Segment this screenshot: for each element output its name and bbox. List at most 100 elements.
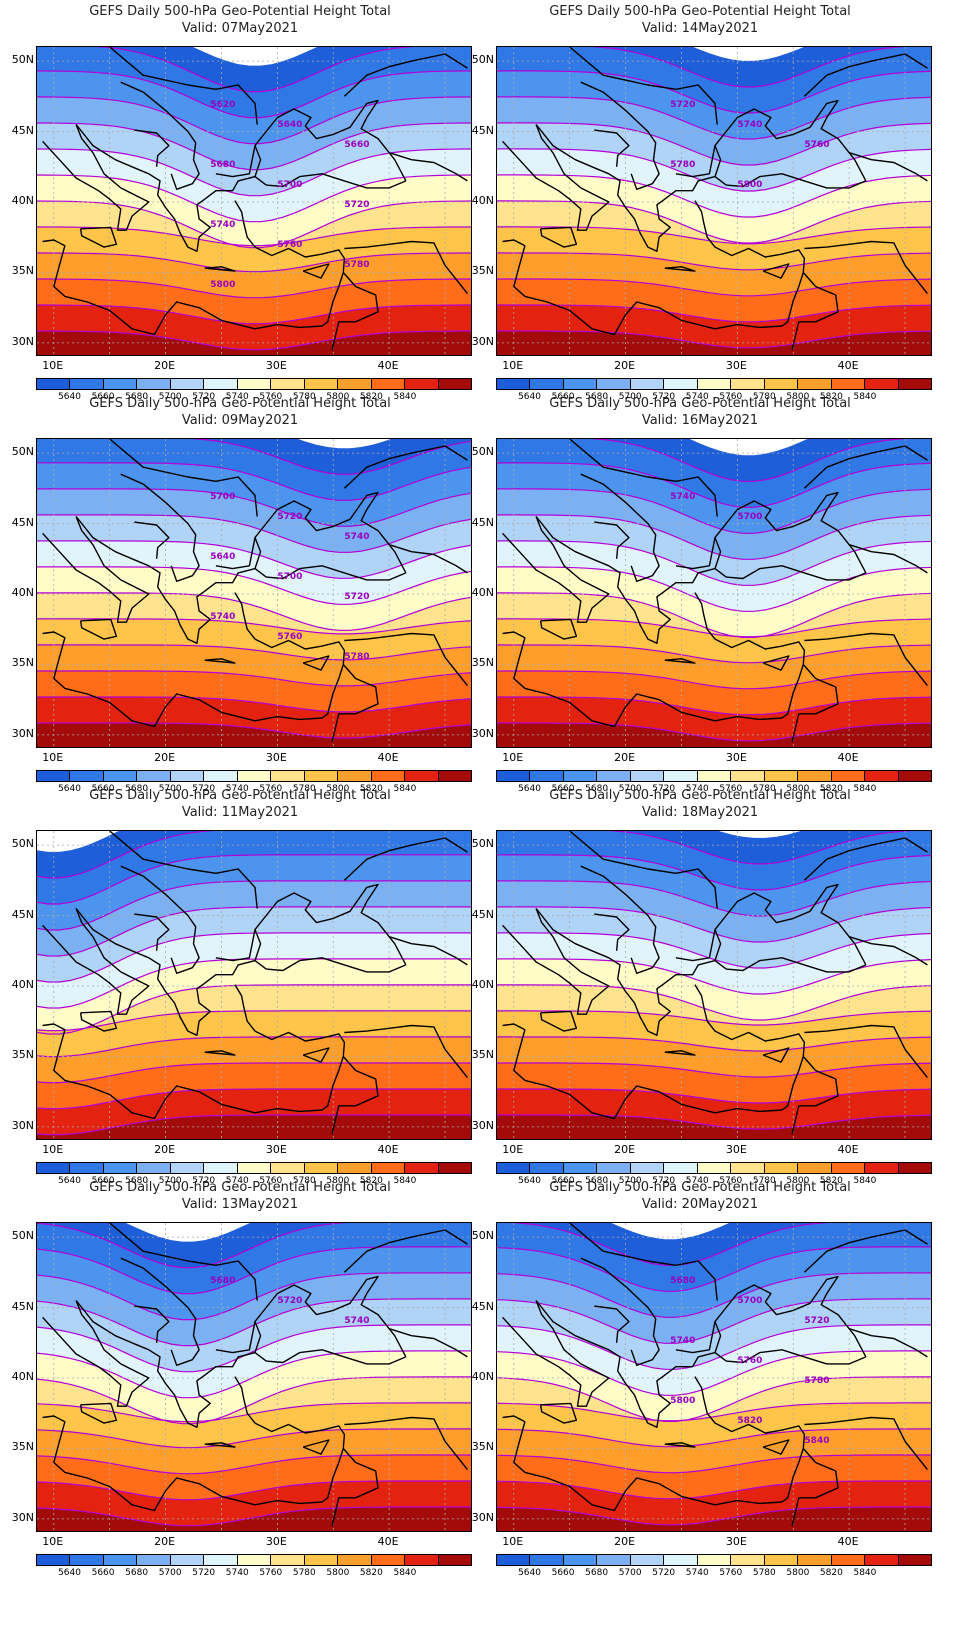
coastline: [569, 831, 718, 909]
coastline: [804, 1024, 928, 1079]
latitude-label: 45N: [11, 1299, 34, 1313]
panel-valid-date: Valid: 20May2021: [641, 1197, 759, 1212]
longitude-label: 30E: [725, 1535, 747, 1548]
height-contour-line: [37, 70, 471, 119]
height-contour-line: [37, 1428, 471, 1449]
colorbar-level-label: 5820: [359, 1176, 383, 1186]
colorbar-level-label: 5680: [585, 784, 609, 794]
map-panel: GEFS Daily 500-hPa Geo-Potential Height …: [460, 1176, 940, 1586]
panel-valid-date: Valid: 11May2021: [181, 805, 299, 820]
coastline: [848, 1328, 928, 1358]
colorbar-level-label: 5760: [259, 1568, 283, 1578]
longitude-label: 10E: [502, 751, 524, 764]
colorbar-swatch: [563, 1555, 598, 1565]
coastline: [254, 883, 407, 966]
colorbar-level-label: 5760: [719, 392, 743, 402]
height-contour-line: [37, 1272, 471, 1321]
contour-label: 5720: [344, 200, 369, 210]
longitude-label: 20E: [154, 1535, 176, 1548]
height-contour-line: [37, 278, 471, 299]
coastline: [803, 53, 928, 97]
colorbar-swatch: [304, 1163, 339, 1173]
colorbar-level-label: 5660: [91, 1176, 115, 1186]
colorbar-level-label: 5680: [585, 1568, 609, 1578]
height-contour-line: [589, 439, 908, 482]
height-field-map: 5680 5720 5740: [36, 1222, 472, 1532]
height-contour-line: [497, 200, 931, 244]
contour-label: 5620: [210, 100, 235, 110]
coastline: [675, 145, 716, 178]
height-contour-line: [497, 540, 931, 586]
coastline: [42, 124, 150, 231]
latitude-label: 40N: [11, 978, 34, 991]
height-band: [37, 723, 471, 747]
coastline: [762, 1439, 790, 1455]
coastline: [714, 99, 867, 182]
coastline: [204, 1442, 236, 1448]
coastline: [343, 1229, 468, 1273]
colorbar-level-label: 5840: [853, 1176, 877, 1186]
latitude-label: 45N: [471, 1299, 494, 1313]
colorbar-level-label: 5720: [192, 392, 216, 402]
height-contour-line: [37, 984, 471, 1035]
colorbar-level-label: 5740: [685, 784, 709, 794]
coastline: [109, 439, 258, 517]
height-contour-line: [37, 1114, 471, 1136]
colorbar-swatch: [170, 771, 205, 781]
colorbar-swatch: [831, 771, 866, 781]
colorbar-level-label: 5680: [125, 784, 149, 794]
longitude-label: 20E: [154, 1143, 176, 1156]
colorbar-swatch: [237, 379, 272, 389]
colorbar-swatch: [304, 379, 339, 389]
height-contour-line: [37, 696, 471, 713]
coastline: [331, 1448, 379, 1527]
latitude-label: 40N: [471, 194, 494, 207]
coastline: [762, 263, 790, 279]
coastline: [254, 1275, 407, 1358]
coastline: [535, 124, 727, 253]
height-contour-line: [37, 1350, 471, 1399]
longitude-label: 40E: [377, 359, 399, 372]
colorbar-swatch: [630, 379, 665, 389]
coastline: [42, 239, 323, 336]
colorbar-swatch: [70, 1163, 104, 1173]
coastline: [762, 655, 790, 671]
coastline: [204, 266, 236, 272]
height-contour-line: [37, 1036, 471, 1058]
colorbar-swatch: [204, 1163, 238, 1173]
height-contour-line: [497, 722, 931, 742]
longitude-label: 40E: [377, 751, 399, 764]
height-contour-line: [497, 278, 931, 297]
longitude-label: 30E: [265, 1143, 287, 1156]
colorbar-swatch: [103, 1163, 138, 1173]
height-contour-line: [497, 696, 931, 716]
coastline: [215, 145, 256, 178]
colorbar-swatch: [371, 771, 406, 781]
colorbar-level-label: 5840: [393, 392, 417, 402]
height-contour-line: [497, 330, 931, 349]
coastline: [664, 266, 696, 272]
panel-title: GEFS Daily 500-hPa Geo-Potential Height …: [89, 1180, 391, 1195]
panel-title: GEFS Daily 500-hPa Geo-Potential Height …: [549, 396, 851, 411]
height-contour-line: [497, 592, 931, 638]
height-contour-svg: 5720 5740 5760 5780 5800: [497, 47, 931, 355]
coastline: [42, 516, 150, 623]
colorbar-swatch: [563, 771, 598, 781]
colorbar-swatch: [497, 379, 531, 389]
contour-label: 5640: [210, 552, 235, 562]
colorbar-level-label: 5780: [292, 1568, 316, 1578]
colorbar-swatch: [37, 379, 71, 389]
longitude-label: 40E: [377, 1143, 399, 1156]
colorbar-swatch: [798, 1555, 832, 1565]
coastline: [502, 516, 610, 623]
colorbar-swatch: [764, 1163, 799, 1173]
height-contour-line: [37, 1010, 471, 1032]
colorbar-swatch: [103, 771, 138, 781]
coastline: [791, 272, 839, 351]
height-contour-svg: 5620 5640 5660 5680 5700 5720 5740 5760 5780 5800: [37, 47, 471, 355]
panel-valid-date: Valid: 09May2021: [181, 413, 299, 428]
colorbar-swatch: [70, 1555, 104, 1565]
latitude-label: 30N: [11, 1510, 34, 1524]
colorbar-swatch: [204, 1555, 238, 1565]
longitude-label: 10E: [42, 359, 64, 372]
